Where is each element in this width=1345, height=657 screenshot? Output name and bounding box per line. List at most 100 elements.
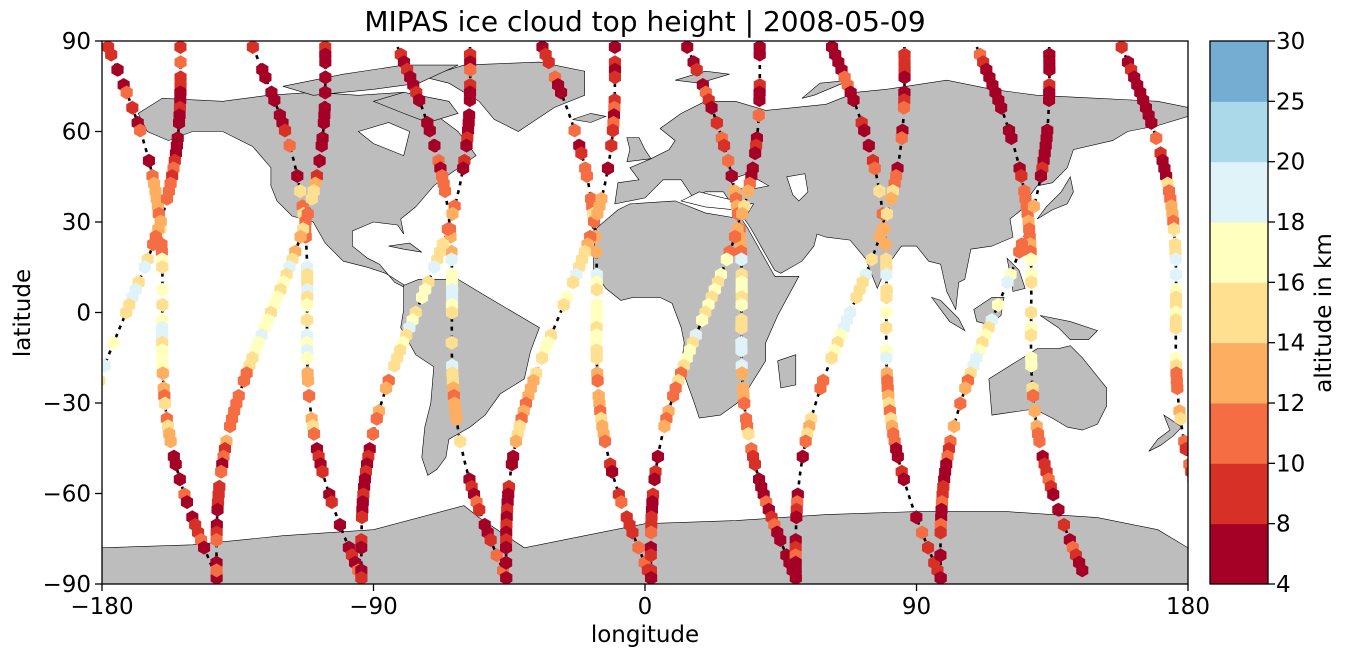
cloud-top-point: [156, 366, 169, 381]
colorbar-tick-label: 30: [1276, 29, 1305, 55]
cloud-top-point: [1190, 480, 1202, 494]
cloud-top-point: [608, 41, 621, 54]
colorbar-tick-label: 8: [1276, 512, 1291, 538]
cloud-top-point: [608, 70, 621, 85]
colorbar-tick-label: 4: [1276, 572, 1291, 598]
cloud-top-point: [934, 525, 947, 540]
cloud-top-point: [1171, 381, 1184, 396]
land-britain: [626, 137, 652, 163]
cloud-top-point: [107, 335, 120, 350]
cloud-top-point: [880, 267, 893, 282]
cloud-top-point: [428, 260, 441, 274]
cloud-top-point: [934, 548, 947, 563]
cloud-top-point: [457, 161, 470, 176]
y-tick-label: −90: [42, 572, 91, 598]
cloud-top-point: [500, 571, 513, 584]
cloud-top-point: [278, 123, 292, 138]
cloud-top-point: [1001, 275, 1014, 290]
cloud-top-point: [591, 206, 604, 221]
cloud-top-point: [1033, 434, 1046, 449]
cloud-top-point: [66, 548, 78, 562]
cloud-top-point: [126, 100, 139, 115]
cloud-top-point: [748, 457, 761, 472]
cloud-top-point: [644, 548, 657, 563]
cloud-top-point: [648, 472, 661, 487]
cloud-top-point: [1015, 169, 1028, 183]
cloud-top-point: [1170, 267, 1183, 282]
cloud-top-point: [735, 343, 748, 358]
x-axis-ticks: −180 −90 0 90 180: [70, 584, 1210, 620]
cloud-top-point: [484, 533, 497, 547]
cloud-top-point: [1043, 62, 1056, 77]
cloud-top-point: [138, 260, 151, 274]
cloud-top-point: [681, 41, 694, 54]
cloud-top-point: [738, 396, 751, 411]
cloud-top-point: [1187, 475, 1188, 484]
cloud-top-point: [259, 70, 272, 85]
cloud-top-point: [301, 297, 314, 312]
cloud-top-point: [370, 411, 383, 426]
cloud-top-point: [428, 138, 441, 153]
cloud-top-point: [301, 351, 314, 365]
cloud-top-point: [1025, 305, 1038, 320]
cloud-top-point: [910, 510, 923, 525]
cloud-top-point: [718, 138, 731, 153]
x-tick-label: 180: [1166, 594, 1210, 620]
caspian-sea: [786, 173, 809, 202]
cloud-top-point: [464, 62, 477, 77]
cloud-top-point: [615, 495, 628, 510]
cloud-top-point: [450, 411, 463, 426]
cloud-top-point: [102, 358, 111, 373]
cloud-top-point: [858, 123, 871, 138]
cloud-top-point: [283, 138, 296, 153]
cloud-top-point: [445, 335, 458, 350]
cloud-top-point: [66, 526, 78, 540]
cloud-top-point: [880, 351, 893, 365]
colorbar-segment: [1210, 342, 1268, 404]
cloud-top-point: [736, 206, 749, 221]
cloud-top-point: [500, 540, 513, 555]
y-tick-label: −60: [42, 482, 91, 508]
cloud-top-point: [439, 184, 452, 199]
cloud-top-point: [210, 563, 223, 578]
cloud-top-point: [158, 396, 172, 411]
cloud-top-point: [174, 55, 187, 70]
cloud-top-point: [1043, 93, 1056, 108]
y-tick-label: 30: [62, 210, 91, 236]
cloud-top-point: [895, 131, 908, 146]
cloud-top-point: [173, 115, 186, 130]
cloud-top-point: [992, 297, 1005, 312]
cloud-top-point: [735, 320, 748, 335]
cloud-top-point: [1076, 563, 1089, 578]
cloud-top-point: [66, 556, 78, 570]
cloud-top-point: [948, 419, 961, 434]
colorbar-tick-label: 18: [1276, 210, 1305, 236]
cloud-top-point: [164, 434, 177, 449]
cloud-top-point: [542, 55, 555, 70]
cloud-top-point: [134, 123, 147, 138]
cloud-top-point: [632, 540, 645, 555]
colorbar-tick-label: 14: [1276, 331, 1305, 357]
cloud-top-point: [173, 472, 186, 487]
cloud-top-point: [246, 41, 259, 54]
cloud-top-point: [156, 297, 169, 312]
cloud-top-point: [696, 313, 709, 328]
cloud-top-point: [156, 260, 169, 274]
cloud-top-point: [752, 108, 765, 123]
cloud-top-point: [161, 191, 174, 206]
cloud-top-point: [500, 555, 513, 570]
y-tick-label: 0: [76, 301, 91, 327]
x-tick-label: 90: [902, 594, 931, 620]
cloud-top-point: [313, 153, 326, 168]
cloud-top-point: [580, 169, 593, 183]
colorbar-tick-label: 16: [1276, 270, 1305, 296]
cloud-top-point: [325, 495, 338, 510]
cloud-top-point: [473, 502, 486, 517]
cloud-top-point: [735, 252, 748, 267]
land-baffin: [372, 91, 459, 123]
colorbar-segment: [1210, 463, 1268, 525]
colorbar-tick-label: 10: [1276, 451, 1305, 477]
cloud-top-point: [728, 229, 742, 244]
cloud-top-point: [606, 123, 619, 138]
cloud-top-point: [268, 93, 281, 108]
